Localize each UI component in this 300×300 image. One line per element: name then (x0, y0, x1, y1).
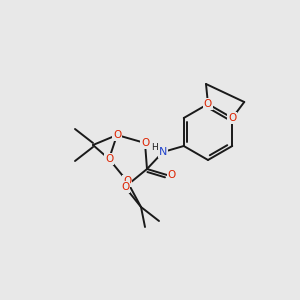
Text: O: O (141, 138, 149, 148)
Text: N: N (159, 147, 167, 157)
Text: O: O (123, 176, 131, 186)
Text: H: H (151, 142, 158, 152)
Text: O: O (121, 182, 129, 192)
Text: O: O (168, 170, 176, 180)
Text: O: O (204, 99, 212, 109)
Text: O: O (228, 113, 236, 123)
Text: O: O (113, 130, 121, 140)
Text: O: O (105, 154, 113, 164)
